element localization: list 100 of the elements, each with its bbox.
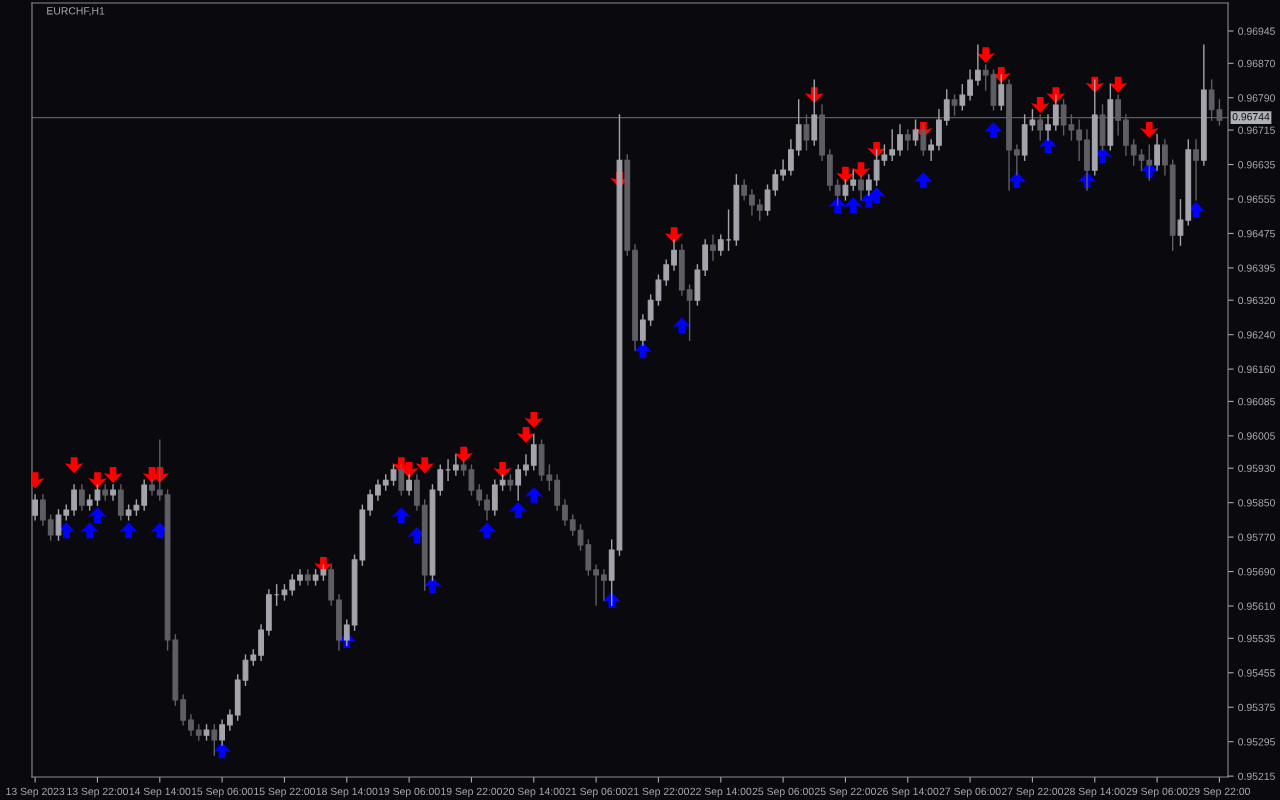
candlestick <box>1013 144 1020 176</box>
candlestick <box>959 84 966 111</box>
point <box>88 472 107 489</box>
candlestick <box>375 479 381 501</box>
point <box>64 457 84 474</box>
x-tick-label: 26 Sep 14:00 <box>877 787 939 798</box>
candlestick <box>834 179 841 206</box>
y-tick-label: 0.96005 <box>1238 432 1275 440</box>
candlestick <box>897 124 903 156</box>
candlestick <box>850 169 857 191</box>
x-tick-label: 20 Sep 14:00 <box>503 787 565 798</box>
point <box>524 486 544 503</box>
y-tick-label: 0.96160 <box>1238 365 1275 373</box>
candlestick <box>639 314 646 346</box>
point <box>454 446 473 463</box>
point <box>672 317 692 334</box>
point <box>119 522 138 539</box>
candlestick <box>1045 114 1051 141</box>
candlestick <box>476 484 483 506</box>
candlestick <box>974 44 981 86</box>
candlestick <box>40 494 46 526</box>
point <box>423 576 442 593</box>
candlestick <box>78 484 85 511</box>
candlestick <box>452 454 459 476</box>
x-tick-label: 28 Sep 14:00 <box>1064 787 1126 798</box>
candlestick <box>297 569 303 586</box>
x-tick-label: 18 Sep 14:00 <box>316 787 378 798</box>
x-tick-label: 15 Sep 06:00 <box>191 787 253 798</box>
y-tick-label: 0.95215 <box>1238 772 1275 781</box>
candlestick <box>756 199 763 221</box>
candlestick <box>1052 94 1059 131</box>
candlestick <box>227 709 233 731</box>
point <box>493 461 512 478</box>
candlestick <box>858 174 864 201</box>
candlestick <box>71 484 77 516</box>
x-tick-label: 29 Sep 06:00 <box>1126 787 1188 798</box>
y-tick-label: 0.95610 <box>1238 602 1275 610</box>
candlestick <box>406 474 413 496</box>
y-tick-label: 0.96555 <box>1238 195 1275 203</box>
candlestick <box>562 499 568 526</box>
candlestick <box>912 119 919 146</box>
point <box>633 342 653 359</box>
point <box>1038 137 1058 154</box>
candlestick <box>219 719 226 746</box>
y-tick-label: 0.95295 <box>1238 738 1275 746</box>
candlestick <box>32 494 39 521</box>
candlestick <box>289 574 296 596</box>
candlestick <box>593 564 599 606</box>
candlestick <box>601 569 607 601</box>
point <box>836 166 855 183</box>
point <box>843 197 863 213</box>
candlestick <box>1193 139 1199 201</box>
y-tick-label: 0.95690 <box>1238 568 1275 576</box>
x-tick-label: 25 Sep 22:00 <box>814 787 877 798</box>
point <box>516 427 536 443</box>
candlestick <box>780 159 786 181</box>
x-tick-label: 19 Sep 06:00 <box>378 787 440 798</box>
candlestick <box>569 514 576 536</box>
point <box>828 197 847 213</box>
candlestick <box>928 139 935 161</box>
candlestick <box>156 439 163 501</box>
x-tick-label: 27 Sep 06:00 <box>939 787 1001 798</box>
candlestick <box>188 714 194 736</box>
candlestick <box>967 69 973 101</box>
candlestick <box>110 484 116 501</box>
y-tick-label: 0.96945 <box>1238 27 1275 35</box>
candlestick <box>180 694 187 726</box>
x-tick-label: 27 Sep 22:00 <box>1001 787 1064 798</box>
point <box>392 507 411 524</box>
candlestick <box>149 479 155 496</box>
candlestick <box>842 179 849 201</box>
y-tick-label: 0.95930 <box>1238 464 1275 473</box>
candlestick <box>55 509 62 541</box>
candlestick <box>1177 199 1184 246</box>
candlestick <box>47 514 54 541</box>
candlestick <box>788 139 794 176</box>
y-tick-label: 0.96475 <box>1238 229 1275 238</box>
y-tick-label: 0.96790 <box>1238 94 1275 102</box>
point <box>508 501 528 518</box>
point <box>477 522 497 539</box>
x-tick-label: 21 Sep 06:00 <box>565 787 627 798</box>
candlestick <box>523 454 529 476</box>
y-tick-label: 0.96085 <box>1238 397 1275 406</box>
x-tick-label: 19 Sep 22:00 <box>441 787 503 798</box>
candlestick <box>998 74 1005 111</box>
y-tick-label: 0.96240 <box>1238 331 1275 339</box>
candlestick <box>390 464 397 486</box>
point <box>914 172 933 189</box>
x-tick-label: 15 Sep 22:00 <box>254 787 316 798</box>
y-tick-label: 0.95455 <box>1238 669 1275 677</box>
candlestick <box>725 209 732 251</box>
point <box>415 457 435 474</box>
candlestick <box>1161 139 1168 176</box>
point <box>524 411 544 428</box>
candlestick <box>484 494 490 521</box>
candlestick <box>663 259 670 286</box>
candlestick <box>741 179 748 201</box>
y-tick-label: 0.96715 <box>1238 126 1275 134</box>
point <box>88 507 107 524</box>
candlestick <box>304 569 311 586</box>
